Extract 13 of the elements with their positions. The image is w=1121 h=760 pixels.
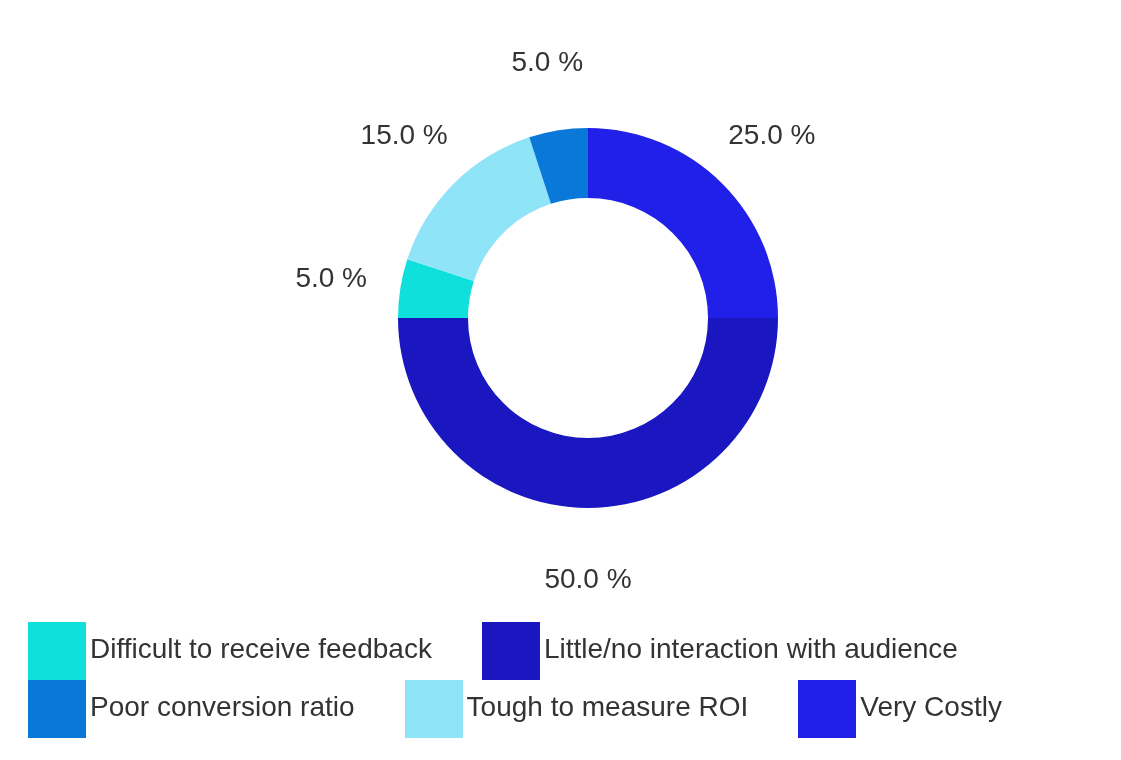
donut-slice (398, 318, 778, 508)
donut-slice (529, 128, 588, 204)
data-label: 50.0 % (544, 562, 632, 594)
legend-label: Very Costly (860, 691, 1002, 723)
legend-label: Little/no interaction with audience (543, 633, 958, 665)
donut-slice (398, 259, 474, 318)
legend-label: Tough to measure ROI (466, 691, 749, 723)
data-label: 25.0 % (728, 118, 816, 150)
legend-label: Poor conversion ratio (90, 691, 355, 723)
legend-label: Difficult to receive feedback (90, 633, 432, 665)
data-label: 15.0 % (360, 118, 448, 150)
data-label: 5.0 % (511, 45, 584, 77)
data-label: 5.0 % (295, 261, 368, 293)
